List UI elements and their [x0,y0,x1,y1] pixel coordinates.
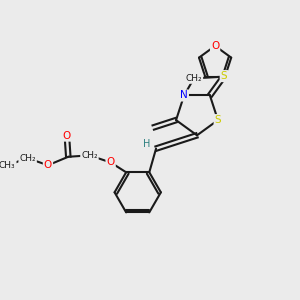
Text: CH₂: CH₂ [81,151,98,160]
Text: O: O [44,160,52,170]
Text: CH₂: CH₂ [186,74,202,83]
Text: O: O [63,130,71,141]
Text: S: S [214,115,221,125]
Text: O: O [211,41,219,51]
Text: CH₂: CH₂ [19,154,36,163]
Text: H: H [143,139,151,148]
Text: S: S [221,71,227,81]
Text: N: N [180,91,188,100]
Text: CH₃: CH₃ [0,161,16,170]
Text: O: O [106,158,115,167]
